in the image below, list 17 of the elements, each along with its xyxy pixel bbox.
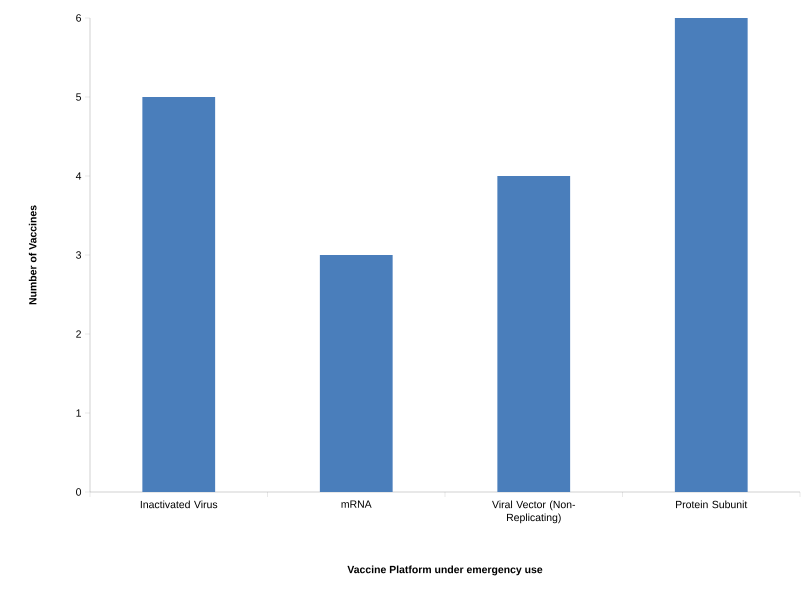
x-tick-label: mRNA [342, 500, 372, 508]
x-tick-label: Inactivated Virus [140, 500, 218, 508]
y-tick-label: 6 [76, 14, 82, 22]
bar [497, 176, 570, 492]
y-axis-title: Number of Vaccines [28, 205, 36, 304]
y-tick-label: 1 [76, 409, 81, 417]
y-tick-label: 4 [76, 172, 82, 180]
x-tick-label: Protein Subunit [676, 500, 748, 508]
y-tick-label: 2 [76, 330, 81, 338]
y-tick-label: 5 [76, 93, 82, 101]
y-tick-label: 0 [76, 488, 82, 496]
y-tick-label: 3 [76, 251, 82, 259]
bar [142, 97, 216, 492]
x-axis-title: Vaccine Platform under emergency use [347, 566, 542, 576]
bar [674, 18, 748, 492]
x-tick-label: Viral Vector (Non-Replicating) [492, 500, 576, 524]
bar [320, 255, 393, 492]
